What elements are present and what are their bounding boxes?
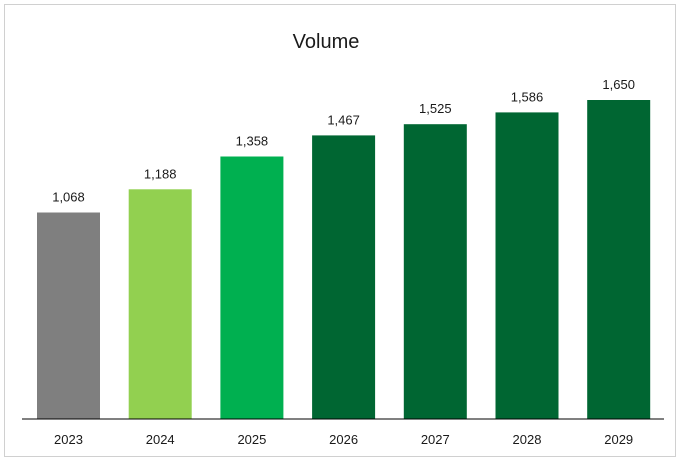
x-tick-label-2024: 2024 xyxy=(146,432,175,447)
data-label-2029: 1,650 xyxy=(602,77,635,92)
x-tick-label-2023: 2023 xyxy=(54,432,83,447)
x-tick-label-2029: 2029 xyxy=(604,432,633,447)
bar-2027 xyxy=(403,124,467,419)
bar-2024 xyxy=(128,189,192,419)
bar-2026 xyxy=(312,135,376,419)
bar-2029 xyxy=(587,100,651,419)
x-tick-label-2028: 2028 xyxy=(513,432,542,447)
data-label-2027: 1,525 xyxy=(419,101,452,116)
data-label-2025: 1,358 xyxy=(236,134,269,149)
data-labels-group: 1,068 1,188 1,358 1,467 1,525 1,586 1,650 xyxy=(52,77,635,205)
data-label-2028: 1,586 xyxy=(511,89,544,104)
x-tick-label-2026: 2026 xyxy=(329,432,358,447)
bars-group xyxy=(37,100,651,420)
chart-title: Volume xyxy=(293,31,360,53)
data-label-2023: 1,068 xyxy=(52,190,85,205)
data-label-2026: 1,467 xyxy=(327,112,360,127)
bar-2028 xyxy=(495,112,559,420)
bar-2025 xyxy=(220,156,284,419)
data-label-2024: 1,188 xyxy=(144,166,177,181)
x-tick-label-2025: 2025 xyxy=(237,432,266,447)
x-tick-labels-group: 2023 2024 2025 2026 2027 2028 2029 xyxy=(54,432,633,447)
x-tick-label-2027: 2027 xyxy=(421,432,450,447)
bar-2023 xyxy=(37,212,100,419)
